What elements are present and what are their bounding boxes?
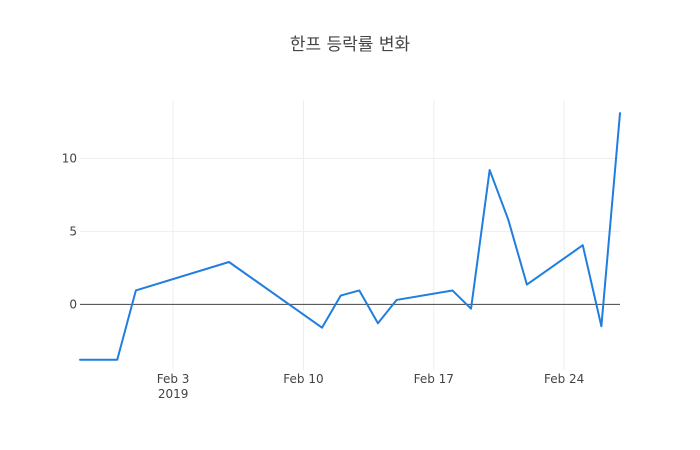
x-tick-label: Feb 10 [283, 372, 323, 386]
series-layer [79, 112, 621, 361]
y-tick-label: 10 [62, 151, 77, 165]
y-tick-label: 5 [69, 224, 77, 238]
x-tick-label: Feb 3 [157, 372, 190, 386]
series-line [79, 112, 621, 361]
x-tick-label: Feb 17 [414, 372, 454, 386]
chart-title: 한프 등락률 변화 [290, 35, 411, 55]
x-tick-sublabel: 2019 [158, 387, 189, 401]
x-tick-label: Feb 24 [544, 372, 584, 386]
grid-layer [80, 100, 620, 370]
y-tick-label: 0 [69, 297, 77, 311]
